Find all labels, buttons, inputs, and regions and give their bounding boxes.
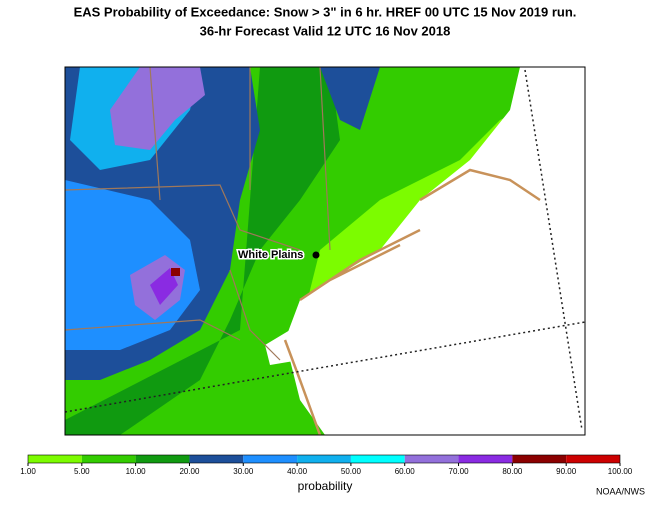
colorbar-tick-label: 10.00 — [126, 467, 147, 476]
colorbar-tick-label: 40.00 — [287, 467, 308, 476]
colorbar-label: probability — [298, 479, 353, 493]
colorbar-bin — [28, 455, 82, 463]
region — [150, 268, 178, 305]
colorbar-bin — [350, 455, 405, 463]
region — [110, 67, 205, 150]
colorbar-bin — [243, 455, 298, 463]
colorbar-bin — [458, 455, 513, 463]
colorbar-bin — [135, 455, 190, 463]
colorbar-tick-label: 60.00 — [395, 467, 416, 476]
colorbar-tick-label: 50.00 — [341, 467, 362, 476]
colorbar-tick-label: 20.00 — [179, 467, 200, 476]
colorbar-bin — [566, 455, 620, 463]
colorbar: 1.00 5.00 10.00 20.00 30.00 40.00 50.00 60.00 70… — [20, 454, 633, 476]
colorbar-bin — [189, 455, 244, 463]
region — [171, 268, 180, 276]
colorbar-tick-label: 1.00 — [20, 467, 36, 476]
colorbar-bin — [512, 455, 567, 463]
credit: NOAA/NWS — [596, 486, 645, 496]
border — [65, 67, 331, 361]
coastline — [283, 168, 541, 435]
title: EAS Probability of Exceedance: Snow > 3"… — [74, 4, 577, 19]
map: White Plains — [65, 67, 585, 435]
colorbar-bin — [81, 455, 136, 463]
colorbar-tick-label: 5.00 — [74, 467, 90, 476]
subtitle: 36-hr Forecast Valid 12 UTC 16 Nov 2018 — [200, 23, 451, 38]
region — [65, 67, 340, 435]
colorbar-frame — [27, 454, 621, 464]
colorbar-tick-label: 90.00 — [556, 467, 577, 476]
colorbar-tick-label: 70.00 — [449, 467, 470, 476]
colorbar-tick-label: 80.00 — [502, 467, 523, 476]
colorbar-tick-label: 30.00 — [233, 467, 254, 476]
location-label: White Plains — [238, 249, 303, 261]
colorbar-bin — [297, 455, 351, 463]
grid-line — [524, 69, 583, 431]
region — [320, 67, 380, 130]
colorbar-bin — [404, 455, 459, 463]
ocean — [285, 67, 585, 435]
map-frame — [64, 66, 586, 436]
location-marker — [312, 251, 320, 259]
colorbar-tick-label: 100.00 — [608, 467, 633, 476]
